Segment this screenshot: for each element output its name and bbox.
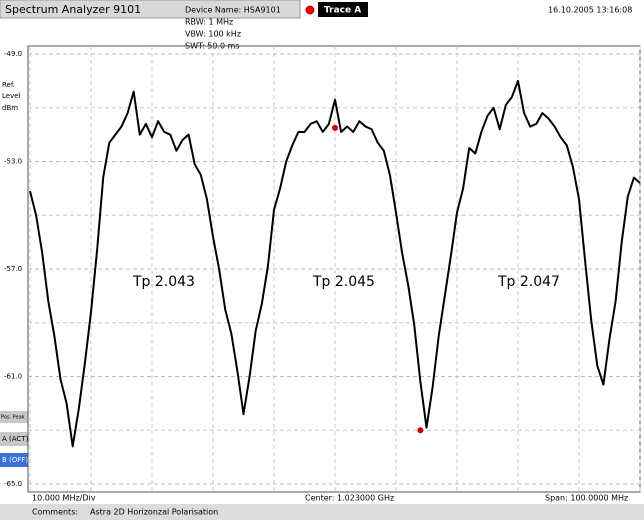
button[interactable]	[0, 453, 28, 467]
marker	[417, 427, 424, 434]
annotation: Tp 2.045	[312, 274, 375, 290]
y-tick-label: -65.0	[4, 480, 22, 488]
y-label: dBm	[2, 104, 18, 112]
button[interactable]	[0, 411, 28, 423]
setting: RBW: 1 MHz	[185, 18, 233, 27]
button-label: B (OFF)	[2, 456, 28, 464]
comment-text: Astra 2D Horizonzal Polarisation	[90, 508, 218, 517]
center: Center: 1.023000 GHz	[305, 494, 394, 503]
button[interactable]	[0, 432, 28, 446]
trace-indicator	[305, 5, 315, 15]
comment-label: Comments:	[32, 508, 78, 517]
datetime: 16.10.2005 13:16:08	[548, 6, 632, 15]
trace	[29, 79, 641, 448]
plot: -49.0 -53.0 -57.0 -61.0 -65.0 Tp 2.043 Tp 2.04…	[4, 46, 641, 492]
button-label: Pos. Peak	[1, 415, 25, 421]
span: Span: 100.0000 MHz	[545, 494, 628, 503]
title-bar	[0, 0, 301, 19]
y-tick-label: -61.0	[4, 373, 22, 381]
y-label: Ref.	[2, 81, 15, 89]
comment-bar	[0, 504, 644, 520]
app-title: Spectrum Analyzer 9101	[5, 3, 141, 16]
x-div: 10.000 MHz/Div	[32, 494, 96, 503]
y-tick-label: -53.0	[4, 158, 22, 166]
setting: VBW: 100 kHz	[185, 30, 241, 39]
device-name: Device Name: HSA9101	[185, 6, 281, 15]
button-label: A (ACT)	[2, 435, 29, 443]
annotation: Tp 2.047	[497, 274, 560, 290]
trace-box[interactable]	[318, 2, 368, 17]
annotation: Tp 2.043	[132, 274, 195, 290]
y-tick-label: -57.0	[4, 265, 22, 273]
y-tick-label: -49.0	[4, 50, 22, 58]
y-label: Level	[2, 92, 21, 100]
trace-label: Trace A	[324, 6, 361, 16]
marker	[332, 124, 338, 131]
